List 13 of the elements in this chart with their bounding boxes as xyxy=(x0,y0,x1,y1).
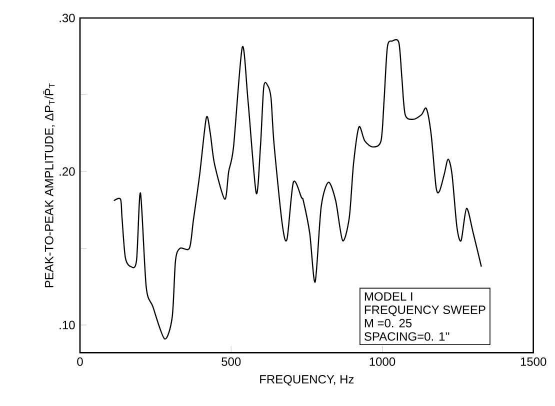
y-tick-label: .30 xyxy=(60,14,75,22)
x-tick-label: 1000 xyxy=(370,357,396,366)
annotation: SPACING=0. 1'' xyxy=(364,332,450,341)
y-tick-label: .20 xyxy=(60,167,75,176)
x-tick-label: 0 xyxy=(77,357,83,366)
annotation: FREQUENCY SWEEP xyxy=(364,306,486,316)
annotation: M =0. 25 xyxy=(364,318,412,328)
x-tick-label: 500 xyxy=(222,357,241,366)
y-tick-label: .10 xyxy=(60,320,75,330)
x-tick-label: 1500 xyxy=(520,357,546,366)
annotation: MODEL I xyxy=(364,292,412,301)
y-axis-title: PEAK-TO-PEAK AMPLITUDE, ΔP$_{T}$/P̄$_{T}$ xyxy=(43,83,55,288)
x-axis-title: FREQUENCY, Hz xyxy=(260,375,354,386)
